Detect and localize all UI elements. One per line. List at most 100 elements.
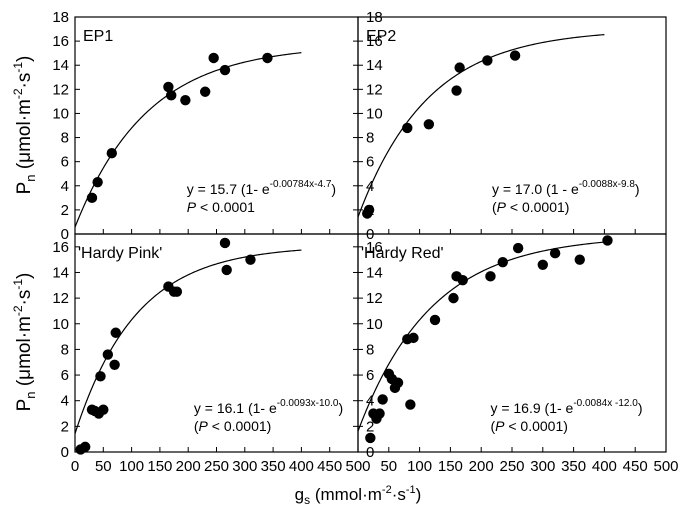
data-point <box>102 349 114 360</box>
data-point <box>219 64 231 76</box>
y-tick-label: 4 <box>61 393 69 410</box>
fit-equation: y = 15.7 (1- e-0.00784x-4.7) <box>187 179 336 197</box>
x-tick-label: 450 <box>623 458 648 475</box>
fit-curve <box>357 34 605 218</box>
y-tick-label: 6 <box>61 154 69 171</box>
panel-title: EP1 <box>83 28 113 45</box>
y-tick-label: 16 <box>52 239 69 256</box>
y-tick-label: 14 <box>52 57 69 74</box>
y-tick-label: 12 <box>52 290 69 307</box>
data-point <box>86 192 98 204</box>
p-value: (P < 0.0001) <box>490 418 567 434</box>
data-point <box>602 235 613 246</box>
x-tick-label: 300 <box>530 458 555 475</box>
fit-curve <box>357 241 605 432</box>
y-tick-label: 0 <box>61 444 69 461</box>
y-tick-label: 10 <box>52 316 69 333</box>
p-value: (P < 0.0001) <box>492 199 569 215</box>
y-tick-label: 16 <box>366 33 383 50</box>
data-point <box>163 81 174 93</box>
data-point <box>262 52 273 64</box>
x-tick-label: 300 <box>232 458 257 475</box>
fit-equation: y = 16.1 (1- e-0.0093x-10.0) <box>194 398 343 416</box>
x-tick-label: 150 <box>147 458 172 475</box>
data-point <box>454 62 465 73</box>
y-tick-label: 10 <box>366 105 383 122</box>
x-tick-label: 250 <box>499 458 524 475</box>
data-point <box>365 432 376 444</box>
y-tick-label: 16 <box>52 33 69 50</box>
panel-hardy-pink: 0 2 4 6 8 10 12 14 16 0 50 100 150 200 250 300 350 400 450… <box>52 233 371 475</box>
panel-ep1: 0 2 4 6 8 10 12 14 16 18 EP1 y = 15.7 (1- e-0.00784… <box>52 9 359 243</box>
y-tick-label: 0 <box>61 226 69 243</box>
x-tick-label: 50 <box>95 458 112 475</box>
y-tick-label: 10 <box>52 105 69 122</box>
data-point <box>392 377 404 388</box>
data-point <box>377 394 388 405</box>
x-tick-label: 500 <box>345 458 370 475</box>
y-tick-label: 12 <box>366 81 383 98</box>
panel-title: EP2 <box>366 28 396 45</box>
x-tick-label: 100 <box>119 458 144 475</box>
data-point <box>98 404 109 415</box>
y-tick-label: 6 <box>366 367 374 384</box>
data-point <box>199 86 211 97</box>
data-point <box>208 52 219 64</box>
data-point <box>448 292 459 304</box>
data-point <box>245 254 256 265</box>
data-point <box>109 359 120 370</box>
y-tick-label: 2 <box>61 418 69 435</box>
x-tick-label: 350 <box>261 458 286 475</box>
data-point <box>509 50 521 61</box>
y-axis-label-bottom: Pn (μmol·m-2·s-1) <box>11 273 38 412</box>
data-point <box>429 314 441 326</box>
data-point <box>363 204 375 216</box>
y-tick-label: 12 <box>52 81 69 98</box>
data-point <box>512 242 524 254</box>
y-tick-label: 14 <box>366 264 383 281</box>
data-point <box>405 399 416 410</box>
data-point <box>482 55 493 66</box>
data-point <box>457 274 468 286</box>
x-tick-label: 50 <box>380 458 397 475</box>
data-point <box>497 257 508 268</box>
panel-ep2: 024681012141618EP2y = 17.0 (1 - e-0.0088… <box>353 9 667 243</box>
panel-title: 'Hardy Red' <box>361 245 444 262</box>
x-tick-label: 450 <box>317 458 342 475</box>
p-value: P < 0.0001 <box>187 199 255 215</box>
y-tick-label: 8 <box>366 130 374 147</box>
panel-title: 'Hardy Pink' <box>78 245 162 262</box>
data-point <box>79 441 91 453</box>
y-tick-label: 14 <box>366 57 383 74</box>
data-point <box>219 237 231 249</box>
y-axis-label-top: Pn (μmol·m-2·s-1) <box>11 56 38 195</box>
y-tick-label: 0 <box>366 444 374 461</box>
p-value: (P < 0.0001) <box>194 418 271 434</box>
fit-equation: y = 16.9 (1- e-0.0084x -12.0) <box>490 398 642 416</box>
data-point <box>110 327 121 338</box>
x-tick-label: 500 <box>653 458 678 475</box>
data-point <box>485 271 496 282</box>
data-point <box>106 148 117 159</box>
y-tick-label: 6 <box>61 367 69 384</box>
y-tick-label: 10 <box>366 316 383 333</box>
y-tick-label: 8 <box>61 130 69 147</box>
x-tick-label: 400 <box>592 458 617 475</box>
y-tick-label: 8 <box>61 341 69 358</box>
x-tick-label: 0 <box>71 458 79 475</box>
x-tick-label: 200 <box>176 458 201 475</box>
x-tick-label: 250 <box>204 458 229 475</box>
data-point <box>537 259 548 270</box>
data-point <box>408 332 419 344</box>
data-point <box>423 119 435 130</box>
fit-equation: y = 17.0 (1 - e-0.0088x-9.8) <box>492 179 640 197</box>
x-axis-label: gs (mmol·m-2·s-1) <box>295 484 422 507</box>
y-tick-label: 18 <box>366 9 383 26</box>
x-tick-label: 100 <box>407 458 432 475</box>
y-tick-label: 14 <box>52 264 69 281</box>
data-point <box>221 264 232 276</box>
x-tick-label: 350 <box>561 458 586 475</box>
y-tick-label: 6 <box>366 154 374 171</box>
